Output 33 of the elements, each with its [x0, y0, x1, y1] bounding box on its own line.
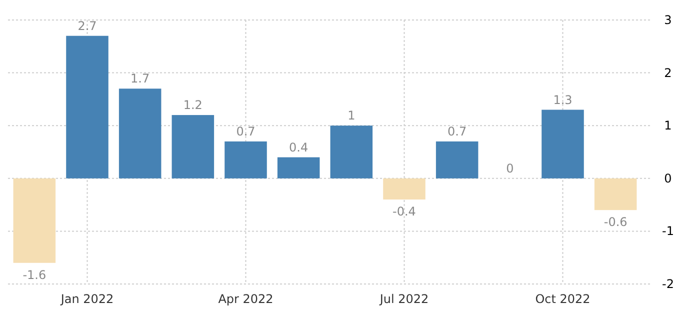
bar — [436, 141, 478, 178]
x-tick-label: Apr 2022 — [218, 292, 274, 306]
data-label: 0.7 — [236, 124, 256, 138]
bar — [542, 110, 584, 178]
data-label: 2.7 — [78, 18, 97, 33]
x-tick-label: Oct 2022 — [535, 292, 590, 306]
bar — [330, 126, 373, 178]
data-label: -0.6 — [604, 215, 628, 230]
x-tick-label: Jan 2022 — [60, 292, 114, 306]
x-tick-label: Jul 2022 — [378, 292, 429, 306]
y-tick-label: 0 — [664, 171, 672, 186]
y-tick-label: 3 — [664, 13, 672, 27]
data-label: 1.7 — [130, 72, 150, 86]
data-label: 0 — [506, 161, 514, 176]
data-label: -0.4 — [392, 204, 416, 219]
data-label: 1.2 — [183, 98, 202, 112]
bar — [224, 141, 267, 178]
y-tick-label: -1 — [662, 224, 674, 238]
y-tick-label: -2 — [662, 277, 674, 291]
data-label: 0.4 — [289, 140, 308, 154]
bar — [383, 178, 426, 200]
bar — [594, 178, 637, 210]
data-label: 0.7 — [448, 124, 467, 138]
bar — [277, 157, 320, 178]
data-label: -1.6 — [22, 268, 46, 282]
y-tick-label: 2 — [664, 66, 672, 80]
bar — [66, 36, 108, 178]
bar — [118, 88, 162, 178]
bar — [172, 115, 214, 178]
data-label: 1 — [348, 108, 356, 123]
bar — [13, 178, 56, 263]
y-tick-label: 1 — [664, 118, 672, 133]
data-label: 1.3 — [553, 92, 572, 107]
